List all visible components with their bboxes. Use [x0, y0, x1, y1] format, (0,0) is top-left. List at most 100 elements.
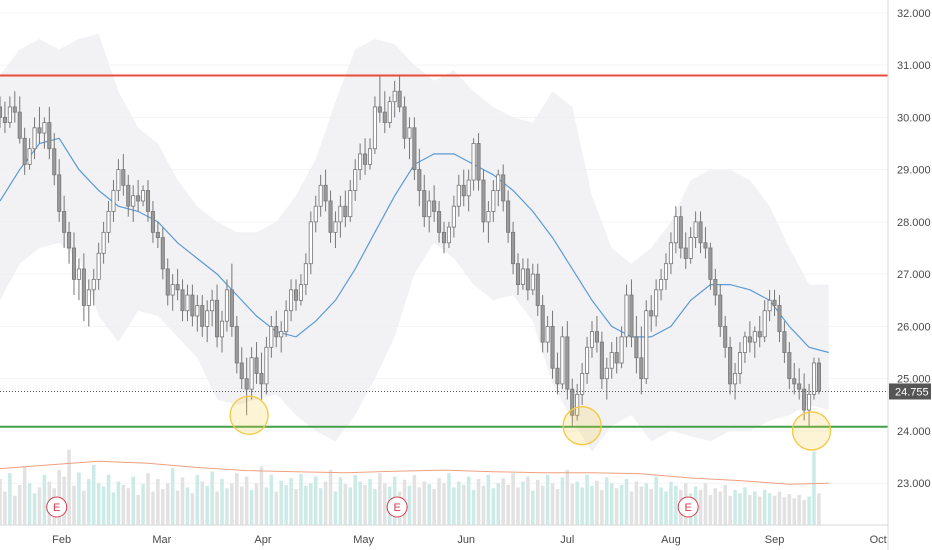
candle-body — [787, 352, 792, 380]
candle-body — [762, 310, 767, 338]
price-tick: 29.000 — [897, 165, 931, 177]
candle — [338, 195, 343, 238]
volume-bar — [0, 479, 2, 525]
candle-body — [496, 174, 501, 191]
month-tick: Sep — [765, 534, 785, 546]
candle — [348, 180, 353, 222]
candle — [624, 284, 629, 348]
price-tick: 26.000 — [897, 321, 931, 333]
candle — [175, 268, 180, 301]
candle-body — [802, 388, 807, 411]
candle-body — [0, 106, 3, 118]
candle-body — [501, 174, 506, 202]
candle-body — [229, 289, 234, 327]
volume-bar — [713, 488, 718, 525]
candle — [17, 96, 22, 144]
volume-bar — [3, 491, 7, 525]
candle — [402, 96, 407, 149]
volume-bar — [614, 488, 619, 525]
candle-body — [688, 237, 693, 259]
candle — [432, 185, 437, 222]
volume-bar — [67, 449, 71, 525]
candle-body — [417, 169, 422, 191]
candle-body — [708, 247, 713, 280]
candle — [0, 96, 3, 128]
candle — [47, 106, 52, 160]
volume-bar — [121, 484, 126, 525]
volume-bar — [180, 477, 185, 525]
candle — [106, 200, 111, 243]
highlight-circles — [229, 395, 832, 451]
candle-body — [747, 336, 752, 343]
candle-body — [594, 331, 599, 343]
candle — [353, 159, 358, 201]
candle-body — [377, 106, 382, 113]
candle-body — [782, 331, 787, 353]
volume-bar — [511, 473, 515, 525]
candle — [7, 96, 12, 128]
candle — [86, 279, 91, 327]
candle-body — [407, 127, 412, 139]
candle — [32, 117, 37, 160]
candle-body — [476, 143, 481, 181]
candle-body — [387, 101, 392, 123]
candle — [165, 258, 170, 306]
month-tick: Oct — [870, 534, 887, 546]
volume-bar — [550, 483, 555, 525]
candle — [570, 378, 575, 426]
candle-body — [683, 247, 688, 259]
candle — [42, 117, 47, 149]
candle — [185, 284, 190, 322]
volume-bar — [802, 499, 806, 525]
earnings-label: E — [393, 502, 400, 514]
volume-bar — [787, 494, 792, 525]
volume-bar — [254, 483, 259, 525]
volume-bar — [417, 487, 422, 525]
candle-body — [471, 143, 476, 181]
candle — [269, 315, 274, 358]
candle — [585, 336, 590, 384]
candle — [807, 383, 812, 426]
volume-bar — [318, 488, 323, 525]
candle — [683, 232, 688, 269]
candle — [535, 263, 540, 316]
volume-bar — [151, 491, 155, 525]
candle-body — [698, 221, 703, 244]
highlight-circle — [229, 395, 269, 435]
candle-body — [807, 393, 812, 411]
volume-bar — [205, 485, 209, 525]
volume-bar — [452, 487, 456, 525]
candle-body — [367, 148, 373, 165]
candle — [427, 190, 432, 233]
candle-body — [71, 247, 77, 280]
candle-body — [333, 221, 338, 233]
candle-body — [353, 169, 358, 191]
candle — [323, 169, 328, 212]
volume-bar — [654, 476, 658, 525]
candle-body — [338, 205, 343, 223]
volume-bar — [521, 481, 525, 525]
candle-body — [17, 111, 22, 139]
candle-body — [382, 111, 387, 123]
candle — [752, 326, 757, 358]
candle — [629, 279, 634, 348]
candle-body — [456, 184, 461, 207]
volume-bar — [540, 485, 545, 525]
volume-bar — [269, 474, 274, 525]
candle — [511, 221, 516, 275]
candle — [417, 148, 422, 207]
volume-bar — [96, 483, 101, 525]
candle — [476, 133, 481, 191]
candle-body — [150, 211, 155, 233]
volume-bar — [264, 487, 269, 525]
candle — [491, 180, 496, 222]
volume-bar — [328, 469, 333, 525]
volume-bar — [249, 489, 254, 525]
volume-bar — [230, 483, 234, 525]
candle-body — [274, 326, 279, 338]
candle-body — [279, 331, 284, 338]
volume-bar — [442, 483, 446, 525]
volume-bar — [506, 484, 510, 525]
volume-bar — [343, 484, 348, 525]
candle-body — [634, 336, 639, 359]
